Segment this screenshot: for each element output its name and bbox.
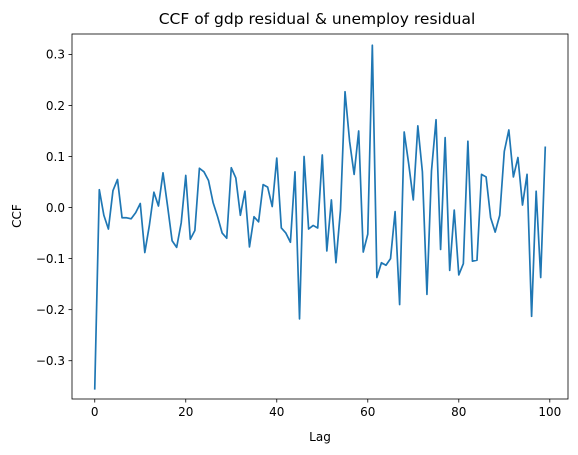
y-tick-label: 0.3 xyxy=(46,48,65,62)
y-tick-label: −0.2 xyxy=(36,303,65,317)
x-tick-label: 40 xyxy=(269,405,284,419)
y-tick-label: 0.2 xyxy=(46,99,65,113)
axes-frame xyxy=(71,33,569,400)
y-axis-label: CCF xyxy=(10,204,24,228)
x-tick-label: 80 xyxy=(451,405,466,419)
plot-area xyxy=(93,44,547,390)
x-tick-label: 0 xyxy=(91,405,99,419)
ccf-series-line xyxy=(93,44,547,390)
x-tick-label: 100 xyxy=(538,405,561,419)
y-axis: −0.3 −0.2 −0.1 0.0 0.1 0.2 0.3 xyxy=(36,48,72,368)
y-tick-label: −0.1 xyxy=(36,252,65,266)
x-tick-label: 20 xyxy=(178,405,193,419)
y-tick-label: 0.1 xyxy=(46,150,65,164)
x-tick-label: 60 xyxy=(360,405,375,419)
x-axis: 0 20 40 60 80 100 xyxy=(91,399,561,419)
y-tick-label: 0.0 xyxy=(46,201,65,215)
x-axis-label: Lag xyxy=(309,430,331,444)
y-tick-label: −0.3 xyxy=(36,354,65,368)
chart-title: CCF of gdp residual & unemploy residual xyxy=(159,10,476,28)
